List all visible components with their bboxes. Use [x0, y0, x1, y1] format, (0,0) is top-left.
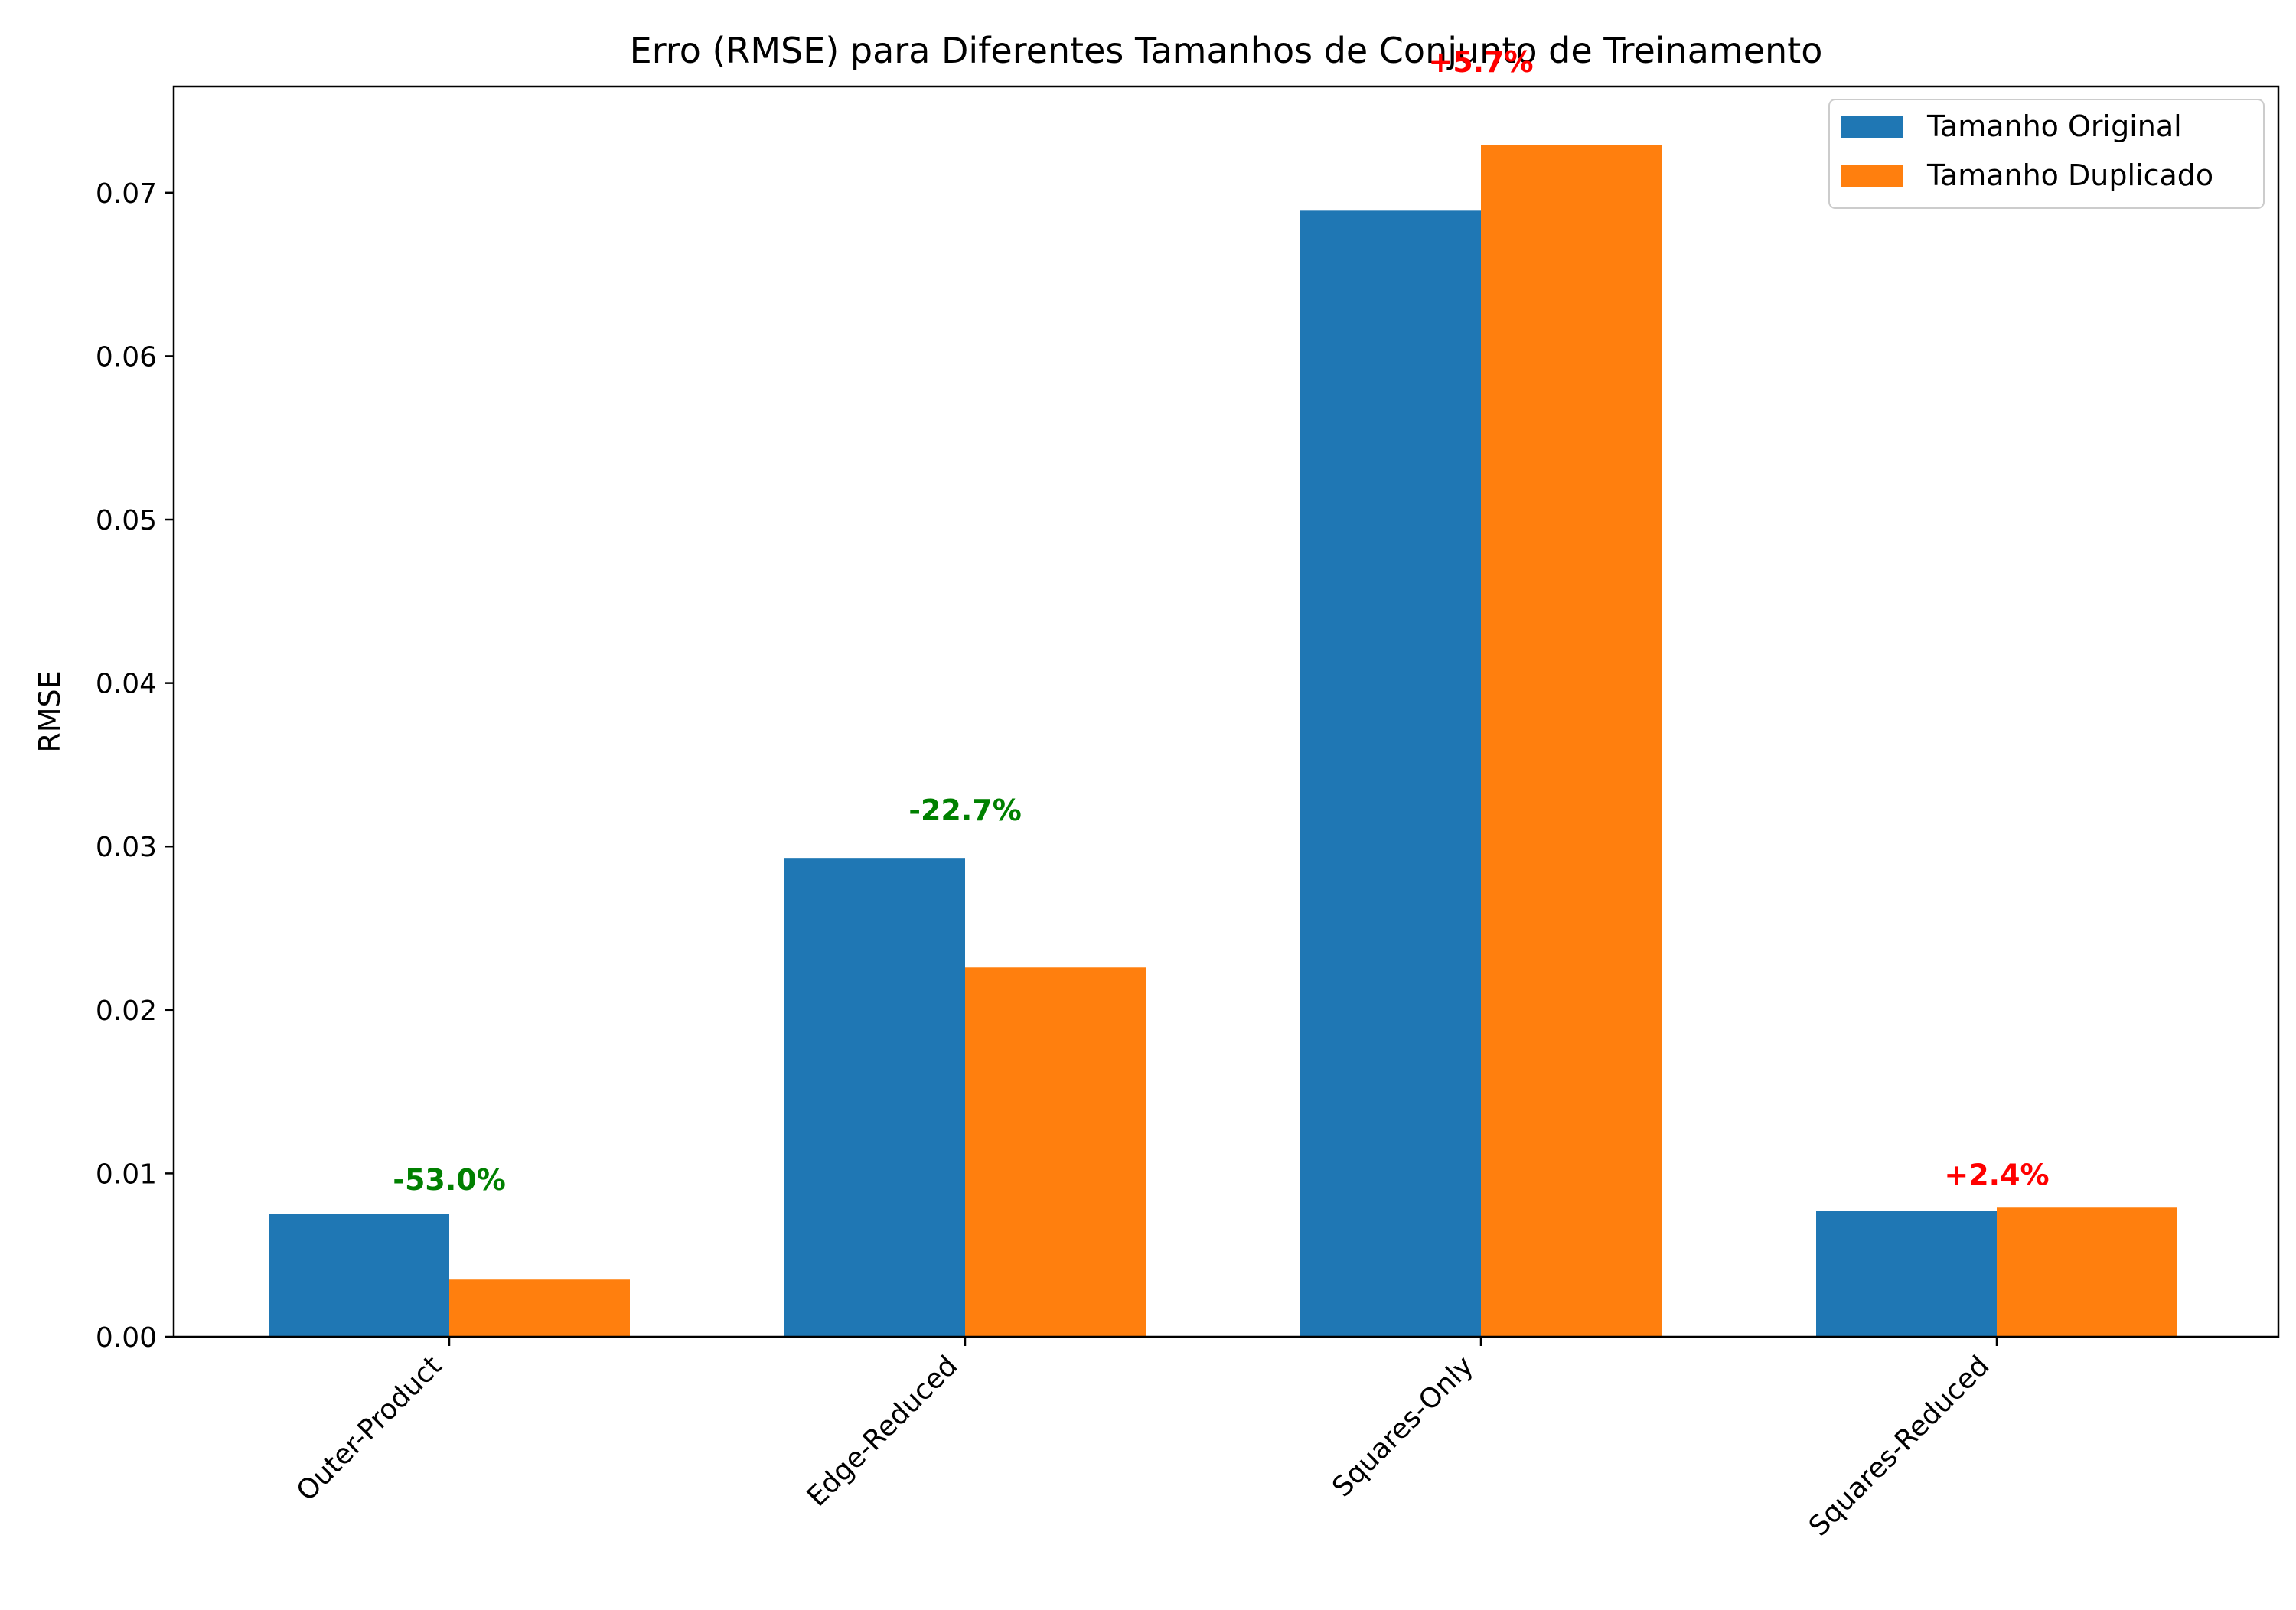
- annotations-layer: -53.0% -22.7% +5.7% +2.4%: [393, 45, 2049, 1197]
- change-label-squares-only: +5.7%: [1428, 45, 1533, 79]
- y-tick-label: 0.05: [96, 505, 157, 536]
- legend-box: [1828, 99, 2265, 209]
- y-tick-label: 0.02: [96, 996, 157, 1027]
- bar-original-edge-reduced: [784, 858, 965, 1337]
- x-axis: Outer-Product Edge-Reduced Squares-Only Squ…: [291, 1337, 1998, 1543]
- legend-label-original: Tamanho Original: [1926, 109, 2182, 143]
- x-tick-label: Edge-Reduced: [801, 1350, 964, 1513]
- legend-label-duplicado: Tamanho Duplicado: [1926, 158, 2213, 192]
- legend-swatch-original: [1841, 116, 1903, 138]
- y-tick-label: 0.01: [96, 1159, 157, 1190]
- x-tick-label: Outer-Product: [291, 1350, 448, 1507]
- bar-original-outer-product: [269, 1214, 449, 1337]
- x-tick-label: Squares-Reduced: [1803, 1350, 1995, 1542]
- bar-duplicado-squares-reduced: [1997, 1208, 2177, 1337]
- plot-frame: [172, 85, 2280, 1338]
- y-tick-label: 0.03: [96, 832, 157, 863]
- chart-title: Erro (RMSE) para Diferentes Tamanhos de …: [630, 30, 1823, 71]
- legend-swatch-duplicado: [1841, 165, 1903, 187]
- y-tick-label: 0.06: [96, 341, 157, 373]
- bar-duplicado-outer-product: [449, 1279, 630, 1337]
- bar-original-squares-only: [1300, 210, 1481, 1337]
- y-tick-label: 0.07: [96, 178, 157, 210]
- y-axis-label: RMSE: [33, 670, 67, 752]
- legend: Tamanho Original Tamanho Duplicado: [1828, 99, 2265, 209]
- y-axis: 0.00 0.01 0.02 0.03 0.04 0.05 0.06 0.07: [96, 178, 174, 1354]
- change-label-squares-reduced: +2.4%: [1944, 1158, 2049, 1191]
- change-label-edge-reduced: -22.7%: [908, 794, 1022, 827]
- x-tick-label: Squares-Only: [1326, 1350, 1479, 1503]
- y-tick-label: 0.00: [96, 1322, 157, 1354]
- y-tick-label: 0.04: [96, 669, 157, 700]
- bar-duplicado-squares-only: [1481, 145, 1662, 1337]
- bar-original-squares-reduced: [1816, 1211, 1997, 1337]
- change-label-outer-product: -53.0%: [393, 1163, 506, 1197]
- bars-layer: [269, 145, 2177, 1337]
- bar-duplicado-edge-reduced: [965, 967, 1146, 1337]
